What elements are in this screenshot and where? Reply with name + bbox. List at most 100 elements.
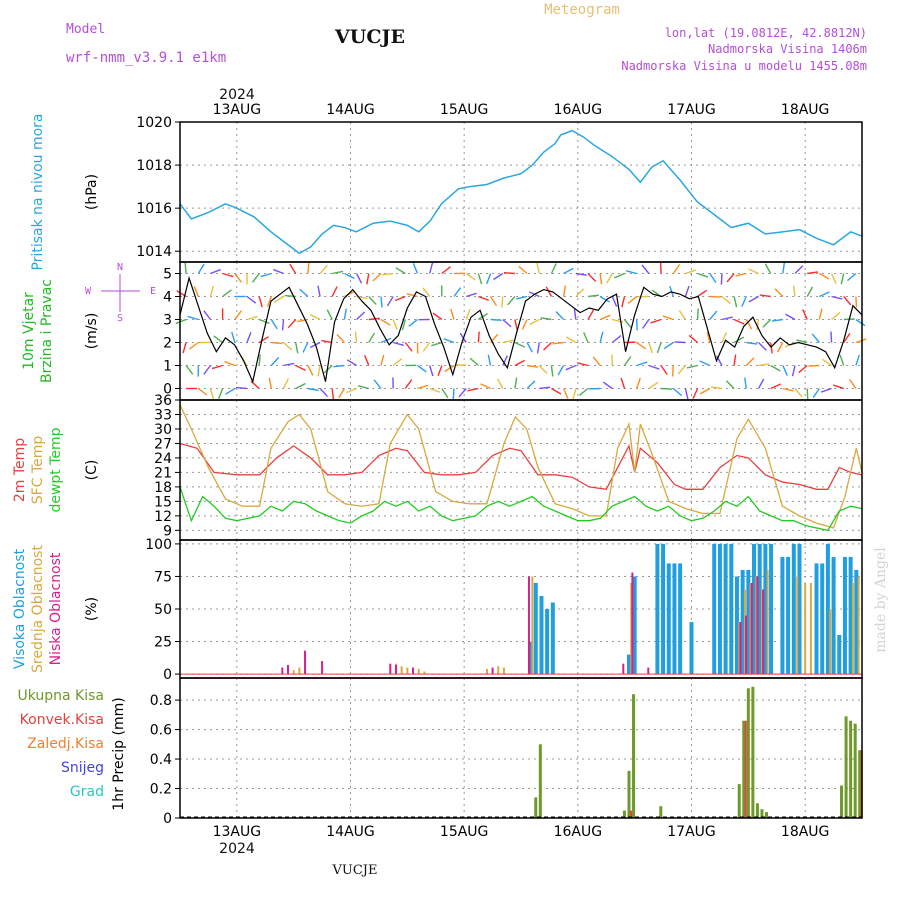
wind-arrow [437,365,443,377]
wind-arrow [776,342,784,353]
x-tick-bottom: 16AUG [554,824,603,840]
wind-arrow [213,335,224,344]
wind-arrow [697,289,708,298]
wind-arrow [686,364,698,369]
wind-arrow [611,296,618,307]
wind-arrow [404,379,413,389]
wind-arrow [721,295,731,305]
wind-arrow [606,273,613,284]
wind-arrow [412,263,419,274]
wind-arrow [748,268,759,275]
y-tick-label: 12 [154,509,172,525]
wind-arrow [392,358,403,367]
wind-arrow [720,273,723,285]
y-tick-label: 1014 [136,244,172,260]
wind-arrow [733,354,737,366]
precip-bar [849,720,853,818]
wind-arrow [401,319,406,331]
wind-arrow [465,292,477,298]
x-tick-bottom: 18AUG [781,824,830,840]
wind-arrow [338,388,346,399]
wind-arrow [490,318,502,321]
wind-arrow [808,364,820,367]
temp-line [179,404,863,529]
wind-arrow [678,309,686,320]
wind-arrow [812,388,820,399]
compass-e: E [150,286,156,297]
wind-arrow [394,295,406,302]
wind-arrow [357,384,369,390]
wind-arrow [627,295,638,304]
panel-label: Srednja Oblacnost [30,545,46,673]
wind-arrow [516,295,528,300]
precip-bar [853,723,857,818]
wind-arrow [840,273,845,285]
wind-arrow [428,262,434,274]
wind-arrow [258,336,269,344]
precip-legend: Ukupna Kisa [17,688,104,704]
y-tick-label: 15 [154,494,172,510]
wind-arrow [843,332,851,343]
wind-arrow [250,380,260,390]
wind-arrow [209,285,215,297]
precip-legend: Grad [70,784,104,800]
y-tick-label: 0.2 [150,782,172,798]
y-tick-label: 21 [154,465,172,481]
wind-arrow [321,339,333,344]
cloud-bar [622,663,625,675]
cloud-bar [717,543,722,675]
wind-arrow [623,319,632,329]
wind-arrow [417,364,427,373]
wind-arrow [408,318,418,327]
y-tick-label: 0 [163,382,172,398]
wind-arrow [478,295,489,301]
wind-arrow [552,341,564,345]
wind-arrow [331,388,335,400]
wind-arrow [782,262,786,274]
cloud-bar [661,543,666,675]
x-tick-top: 14AUG [326,102,375,118]
wind-arrow [270,319,278,330]
panel-precip: 0 0.2 0.4 0.6 0.8 Ukupna Kisa Konvek.Kisa Zaled… [17,677,863,827]
wind-arrow [748,295,759,303]
wind-arrow [636,361,648,367]
wind-arrow [203,365,212,375]
wind-arrow [458,388,467,398]
wind-arrow [296,318,309,323]
wind-arrow [636,341,647,350]
cloud-bar [647,667,650,675]
panel-label: Pritisak na nivou mora [30,113,46,270]
cloud-bar [423,671,426,675]
temp-line [179,442,863,491]
wind-arrow [726,273,735,283]
wind-arrow [733,318,745,325]
wind-arrow [575,288,585,298]
cloud-bar [630,582,633,675]
wind-arrow [260,272,272,278]
wind-arrow [521,319,528,330]
wind-arrow [855,354,860,366]
y-tick-label: 0.8 [150,693,172,709]
y-tick-label: 1 [163,359,172,375]
wind-arrow [210,268,221,275]
cloud-bar [550,602,555,675]
wind-arrow [251,273,260,283]
wind-arrow [540,317,552,321]
meteogram-title: Meteogram [544,2,620,18]
credit-text: made by Angel [873,547,889,653]
wind-arrow [822,358,832,367]
panel-label: Brzina i Pravac [39,279,55,383]
precip-bar [744,720,747,818]
cloud-bar [842,556,847,675]
wind-arrow [354,331,358,343]
wind-arrow [697,272,709,278]
x-tick-top: 17AUG [667,102,716,118]
wind-arrow [302,342,309,353]
wind-arrow [234,273,242,283]
wind-arrow [317,285,321,297]
wind-arrow [258,296,263,308]
x-tick-bottom: 13AUG [213,824,262,840]
wind-arrow [477,312,488,321]
wind-arrow [486,273,492,285]
wind-arrow [373,379,382,389]
